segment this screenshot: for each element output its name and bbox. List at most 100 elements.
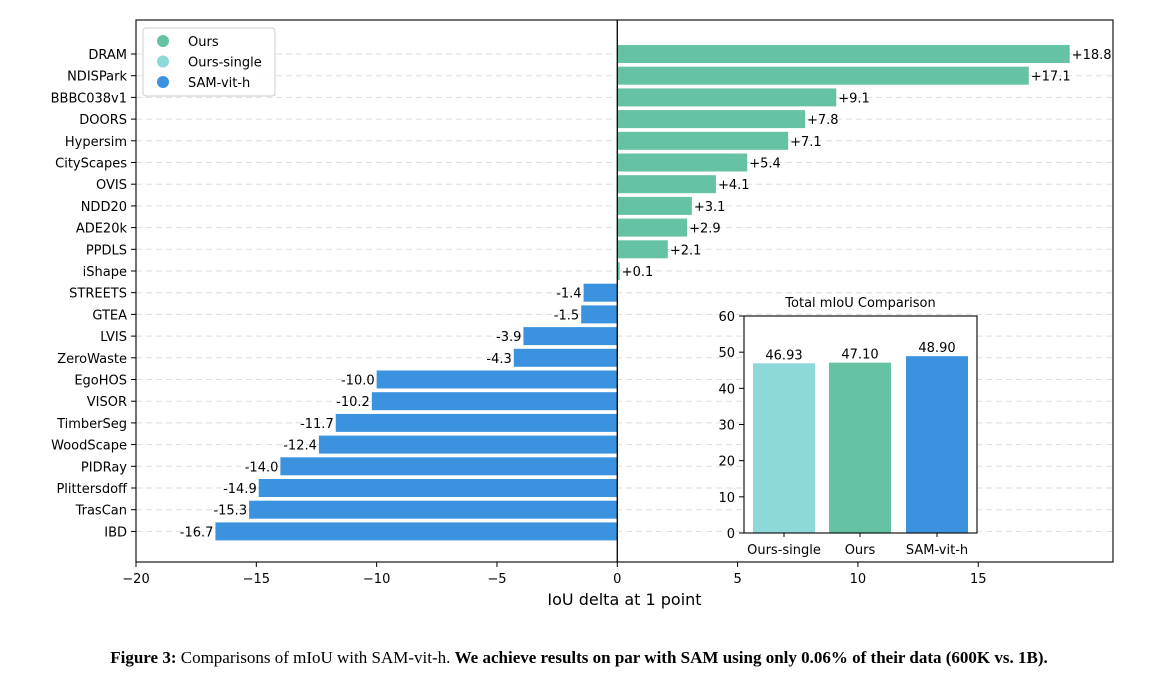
bar-hypersim: [617, 131, 789, 150]
inset-title: Total mIoU Comparison: [784, 296, 935, 311]
main-y-tick-labels: DRAM NDISPark BBBC038v1 DOORS Hypersim CitySc…: [51, 48, 136, 540]
main-bars: [215, 45, 1070, 541]
inset-y-tick-label: 60: [718, 310, 735, 325]
bar-ade20k: [617, 218, 688, 237]
inset-y-tick-label: 40: [718, 382, 735, 397]
y-tick-label: STREETS: [69, 287, 127, 302]
value-label: +7.8: [807, 113, 839, 128]
legend-box: [142, 27, 276, 97]
inset-y-tick-label: 10: [718, 491, 735, 506]
y-tick-label: DOORS: [79, 113, 127, 128]
value-label: +17.1: [1031, 70, 1071, 85]
inset-bar-ours: [829, 362, 891, 533]
bar-streets: [583, 283, 618, 302]
x-tick-label: 10: [850, 572, 867, 587]
value-label: -1.4: [556, 287, 581, 302]
value-label: -14.0: [245, 460, 279, 475]
bar-timberseg: [335, 413, 618, 432]
bar-gtea: [581, 305, 618, 324]
bar-bbbc038v1: [617, 88, 837, 107]
value-label: -4.3: [486, 352, 511, 367]
y-tick-label: IBD: [104, 525, 127, 540]
inset-y-tick-label: 0: [727, 527, 735, 542]
value-label: +2.1: [670, 243, 702, 258]
y-tick-label: ADE20k: [76, 222, 128, 237]
inset-value-labels: 46.93 47.10 48.90: [765, 341, 955, 363]
value-label: -3.9: [496, 330, 521, 345]
value-label: +7.1: [790, 135, 822, 150]
bar-ibd: [215, 522, 618, 541]
inset-x-tick-labels: Ours-single Ours SAM-vit-h: [747, 533, 968, 558]
inset-y-ticks: 0 10 20 30 40 50 60: [718, 310, 744, 542]
inset-value-label: 47.10: [841, 348, 878, 363]
inset-x-tick-label: Ours-single: [747, 543, 821, 558]
y-tick-label: NDD20: [81, 200, 127, 215]
bar-visor: [371, 392, 618, 411]
y-tick-label: ZeroWaste: [57, 352, 127, 367]
legend-marker-sam-vit-h: [157, 76, 169, 88]
value-label: -11.7: [300, 417, 334, 432]
y-tick-label: NDISPark: [67, 70, 127, 85]
caption-text: Comparisons of mIoU with SAM-vit-h.: [176, 648, 455, 667]
value-label: -14.9: [223, 482, 257, 497]
value-label: -1.5: [554, 308, 579, 323]
x-tick-label: −10: [363, 572, 390, 587]
y-tick-label: BBBC038v1: [51, 91, 127, 106]
legend-label: Ours: [188, 35, 219, 50]
value-label: -16.7: [180, 525, 214, 540]
inset-y-tick-label: 30: [718, 419, 735, 434]
bar-plittersdoff: [258, 479, 618, 497]
inset-value-label: 46.93: [765, 348, 802, 363]
bar-doors: [617, 110, 805, 129]
y-tick-label: TrasCan: [75, 504, 127, 519]
bar-cityscapes: [617, 153, 748, 172]
bar-pidray: [280, 457, 618, 476]
figure-canvas: DRAM NDISPark BBBC038v1 DOORS Hypersim CitySc…: [51, 19, 1114, 609]
bar-dram: [617, 45, 1070, 63]
y-tick-label: WoodScape: [51, 439, 127, 454]
bar-trascan: [249, 500, 618, 519]
inset-x-tick-label: SAM-vit-h: [906, 543, 968, 558]
x-tick-label: 0: [613, 572, 621, 587]
bar-lvis: [523, 327, 618, 346]
caption-bold-text: We achieve results on par with SAM using…: [454, 648, 1048, 667]
bar-ndd20: [617, 196, 692, 215]
x-tick-label: −5: [487, 572, 506, 587]
value-label: -15.3: [213, 504, 247, 519]
inset-x-tick-label: Ours: [845, 543, 876, 558]
y-tick-label: LVIS: [100, 330, 127, 345]
inset-bar-ours-single: [753, 363, 815, 533]
value-label: -10.0: [341, 374, 375, 389]
main-x-axis-label: IoU delta at 1 point: [547, 590, 701, 609]
y-tick-label: OVIS: [96, 178, 127, 193]
x-tick-label: 5: [733, 572, 741, 587]
y-tick-label: DRAM: [88, 48, 127, 63]
y-tick-label: PIDRay: [81, 460, 127, 475]
inset-bar-sam-vit-h: [906, 356, 968, 533]
bar-woodscape: [318, 435, 618, 454]
y-tick-label: TimberSeg: [56, 417, 127, 432]
value-label: -12.4: [283, 439, 317, 454]
value-label: +2.9: [689, 222, 721, 237]
main-x-ticks: −20 −15 −10 −5 0 5 10 15: [122, 562, 987, 587]
y-tick-label: CityScapes: [55, 157, 127, 172]
value-label: +3.1: [694, 200, 726, 215]
y-tick-label: Plittersdoff: [56, 482, 128, 497]
value-label: -10.2: [336, 395, 370, 410]
inset-chart: Total mIoU Comparison 46.93 47.10 48.90 0 1…: [718, 296, 978, 558]
legend: Ours Ours-single SAM-vit-h: [142, 27, 276, 97]
legend-marker-ours: [157, 35, 169, 47]
bar-ndispark: [617, 66, 1029, 85]
legend-label: Ours-single: [188, 56, 262, 71]
y-tick-label: PPDLS: [86, 243, 127, 258]
y-tick-label: Hypersim: [65, 135, 127, 150]
bar-ovis: [617, 175, 716, 194]
x-tick-label: −15: [243, 572, 270, 587]
x-tick-label: 15: [970, 572, 987, 587]
y-tick-label: VISOR: [87, 395, 127, 410]
x-tick-label: −20: [122, 572, 149, 587]
y-tick-label: GTEA: [92, 308, 127, 323]
caption-label: Figure 3:: [110, 648, 177, 667]
value-label: +4.1: [718, 178, 750, 193]
main-plot-frame: [135, 19, 1114, 563]
